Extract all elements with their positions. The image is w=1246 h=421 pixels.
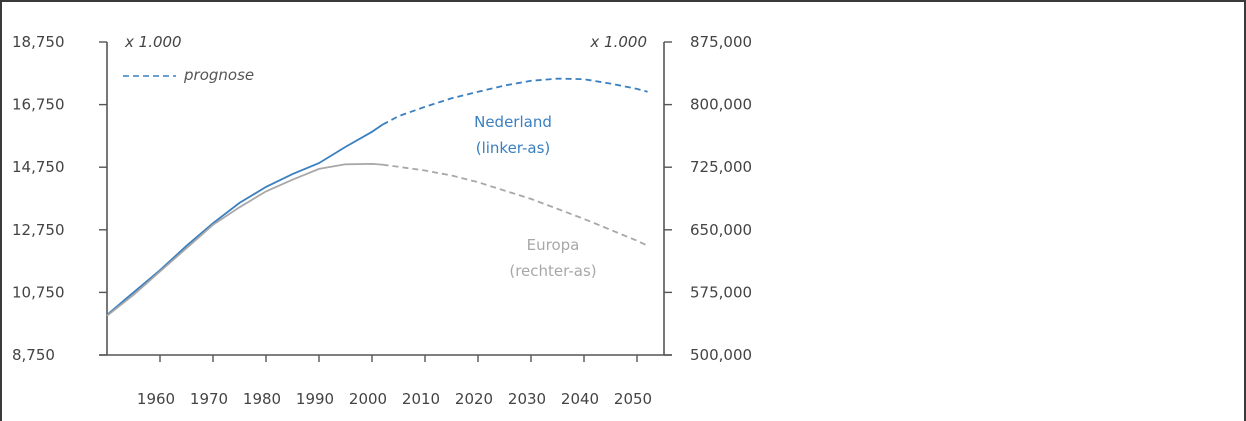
- series-line-nederland: [106, 123, 384, 316]
- x-axis-tick-label: 2020: [455, 390, 493, 408]
- x-axis-tick-label: 2000: [349, 390, 387, 408]
- series-line-europa: [106, 162, 383, 317]
- left-axis-unit: x 1.000: [124, 33, 182, 51]
- left-axis-tick-label: 8,750: [12, 346, 55, 364]
- right-axis-tick-label: 500,000: [690, 346, 752, 364]
- x-axis-tick-label: 1970: [190, 390, 228, 408]
- series-forecast-line-nederland: [382, 77, 648, 126]
- series-label-europa: Europa: [527, 236, 580, 254]
- legend-label: prognose: [183, 66, 254, 84]
- series-forecast-line-europa: [382, 163, 648, 247]
- right-axis-tick-label: 650,000: [690, 221, 752, 239]
- series-sublabel-europa: (rechter-as): [509, 262, 596, 280]
- x-axis-tick-label: 2010: [402, 390, 440, 408]
- x-axis-tick-label: 2040: [561, 390, 599, 408]
- series-sublabel-nederland: (linker-as): [476, 139, 551, 157]
- right-axis-tick-label: 575,000: [690, 283, 752, 301]
- right-axis-tick-label: 800,000: [690, 96, 752, 114]
- x-axis-tick-label: 1980: [243, 390, 281, 408]
- series-label-nederland: Nederland: [474, 113, 552, 131]
- left-axis-tick-label: 14,750: [12, 158, 65, 176]
- x-axis-tick-label: 1960: [137, 390, 175, 408]
- left-axis-tick-label: 12,750: [12, 221, 65, 239]
- left-axis-tick-label: 10,750: [12, 283, 65, 301]
- left-axis-tick-label: 18,750: [12, 33, 65, 51]
- right-axis-unit: x 1.000: [589, 33, 647, 51]
- x-axis-tick-label: 2050: [614, 390, 652, 408]
- x-axis-tick-label: 2030: [508, 390, 546, 408]
- right-axis-tick-label: 725,000: [690, 158, 752, 176]
- left-axis-tick-label: 16,750: [12, 96, 65, 114]
- right-axis-tick-label: 875,000: [690, 33, 752, 51]
- x-axis-tick-label: 1990: [296, 390, 334, 408]
